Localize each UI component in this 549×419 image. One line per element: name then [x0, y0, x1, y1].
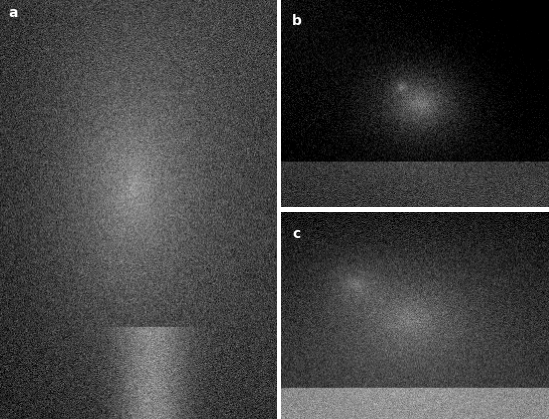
Text: c: c — [292, 227, 300, 241]
Text: b: b — [292, 15, 302, 28]
Text: a: a — [8, 6, 18, 20]
